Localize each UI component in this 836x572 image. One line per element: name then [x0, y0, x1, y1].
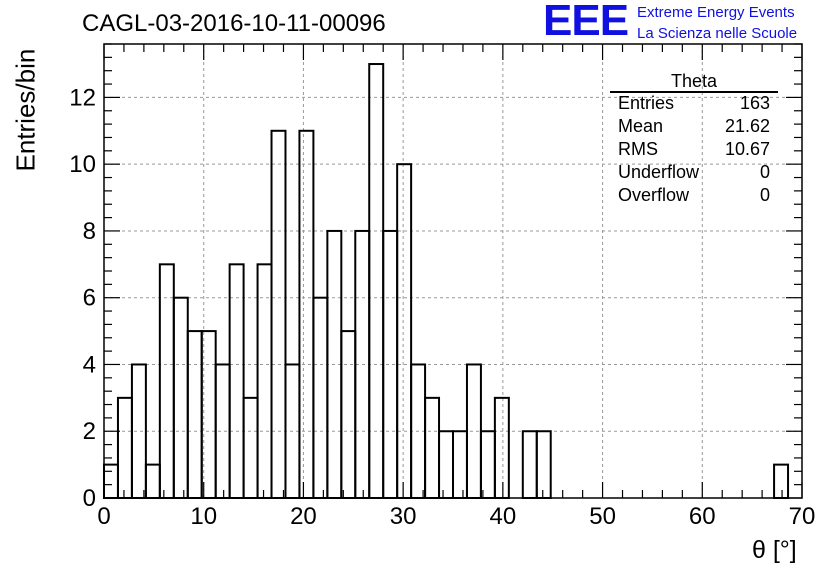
- histogram-bin: [493, 396, 510, 499]
- histogram-bin: [214, 363, 231, 499]
- stat-value: 163: [739, 93, 770, 113]
- logo-text-line2: La Scienza nelle Scuole: [637, 25, 798, 42]
- histogram-bin: [116, 396, 133, 499]
- histogram-bars: [103, 63, 790, 500]
- histogram-bin: [103, 463, 119, 499]
- stat-label: Mean: [618, 116, 664, 136]
- histogram-bin: [424, 396, 441, 499]
- y-axis-label: Entries/bin: [10, 48, 41, 172]
- tick-labels: 0 10 20 30 40 50 60 70 0 2 4 6 8 10 12: [69, 84, 815, 530]
- histogram-bin: [438, 430, 455, 499]
- chart-title: CAGL-03-2016-10-11-00096: [82, 10, 386, 37]
- y-tick-label: 2: [83, 418, 96, 445]
- axes-frame: [103, 43, 803, 499]
- histogram-bin: [521, 430, 538, 499]
- histogram-bin: [396, 163, 413, 499]
- x-tick-label: 60: [689, 503, 716, 530]
- histogram-bin: [368, 63, 385, 499]
- histogram-bin: [186, 330, 203, 499]
- histogram-bin: [298, 129, 315, 499]
- y-tick-label: 8: [83, 218, 96, 245]
- x-tick-label: 70: [789, 503, 816, 530]
- histogram-bin: [158, 263, 175, 499]
- x-tick-label: 0: [97, 503, 110, 530]
- stat-label: Overflow: [618, 185, 690, 205]
- stat-label: Underflow: [618, 162, 700, 182]
- eee-logo: EEE: [543, 0, 629, 45]
- grid-lines: [104, 44, 802, 498]
- histogram-bin: [479, 430, 496, 499]
- histogram-bin: [242, 396, 259, 499]
- stat-value: 0: [759, 162, 770, 182]
- histogram-bin: [773, 463, 790, 499]
- y-tick-label: 6: [83, 285, 96, 312]
- logo-text-line1: Extreme Energy Events: [637, 4, 795, 21]
- plot-frame: [103, 43, 803, 499]
- histogram-bin: [228, 263, 245, 499]
- x-axis-label: θ [°]: [752, 536, 797, 564]
- histogram-bin: [535, 430, 552, 499]
- histogram-bin: [172, 296, 189, 499]
- y-tick-label: 10: [69, 151, 96, 178]
- histogram-bin: [312, 296, 329, 499]
- histogram-bin: [256, 263, 273, 499]
- axis-ticks: [103, 43, 803, 499]
- x-tick-label: 30: [390, 503, 417, 530]
- stat-value: 21.62: [724, 116, 770, 136]
- stat-value: 0: [759, 185, 770, 205]
- x-tick-label: 50: [589, 503, 616, 530]
- stats-divider: [610, 91, 778, 93]
- histogram-bin: [452, 430, 468, 499]
- histogram-bin: [382, 229, 399, 500]
- stat-label: RMS: [618, 139, 658, 159]
- histogram-bin: [270, 129, 287, 499]
- y-tick-label: 4: [83, 351, 96, 378]
- histogram-bin: [144, 463, 161, 499]
- y-tick-label: 0: [83, 485, 96, 512]
- y-tick-label: 12: [69, 84, 96, 111]
- x-tick-label: 20: [290, 503, 317, 530]
- histogram-bin: [340, 330, 357, 499]
- stat-label: Entries: [618, 93, 675, 113]
- x-tick-label: 40: [490, 503, 517, 530]
- x-tick-label: 10: [190, 503, 217, 530]
- stat-value: 10.67: [724, 139, 770, 159]
- stats-box-title: Theta: [670, 71, 718, 91]
